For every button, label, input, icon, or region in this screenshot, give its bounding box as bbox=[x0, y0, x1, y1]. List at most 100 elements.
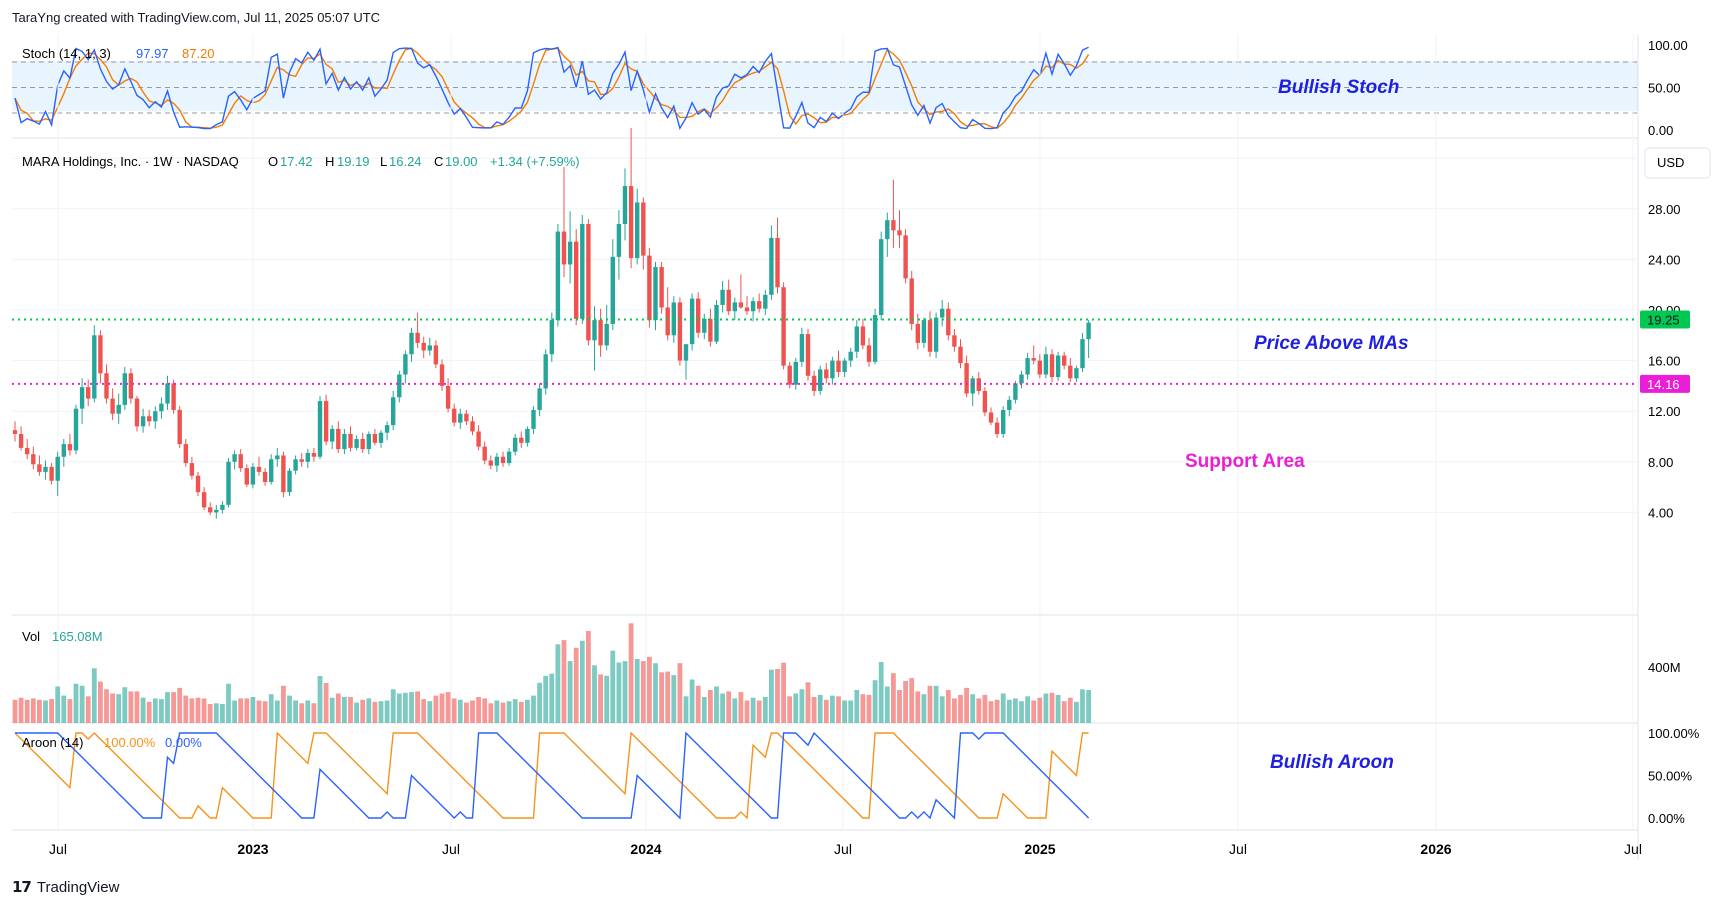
candle-body bbox=[946, 308, 951, 336]
aroon-up-value: 100.00% bbox=[104, 735, 156, 750]
volume-bar bbox=[1031, 700, 1037, 723]
candle-body bbox=[543, 354, 548, 389]
price-tick: 4.00 bbox=[1648, 505, 1673, 520]
volume-bar bbox=[659, 672, 664, 723]
candle-body bbox=[397, 374, 402, 398]
candle-body bbox=[927, 320, 933, 352]
candle-body bbox=[452, 408, 457, 423]
candle-body bbox=[787, 365, 792, 385]
candle-body bbox=[208, 507, 213, 513]
volume-bar bbox=[799, 689, 805, 723]
volume-bar bbox=[622, 661, 628, 723]
price-tick: 16.00 bbox=[1648, 354, 1681, 369]
candle-body bbox=[104, 373, 109, 399]
candle-body bbox=[555, 231, 561, 321]
volume-bar bbox=[689, 679, 695, 723]
volume-bar bbox=[579, 640, 585, 723]
candle-body bbox=[665, 307, 670, 336]
aroon-annotation: Bullish Aroon bbox=[1270, 752, 1394, 773]
volume-bar bbox=[720, 693, 725, 723]
candle-body bbox=[897, 230, 902, 236]
candle-body bbox=[750, 301, 756, 312]
volume-bar bbox=[854, 690, 860, 723]
candle-body bbox=[348, 433, 353, 448]
candle-body bbox=[574, 241, 579, 319]
volume-bar bbox=[634, 659, 640, 723]
volume-bar bbox=[976, 698, 982, 723]
aroon-down-line bbox=[15, 731, 1090, 820]
volume-bar bbox=[616, 662, 622, 723]
volume-bar bbox=[128, 691, 134, 723]
volume-bar bbox=[586, 631, 591, 723]
candle-body bbox=[872, 315, 878, 362]
volume-bar bbox=[43, 700, 48, 723]
volume-bar bbox=[543, 675, 549, 723]
volume-bar bbox=[726, 691, 732, 723]
volume-bar bbox=[537, 682, 542, 723]
candle-body bbox=[37, 464, 42, 472]
candle-body bbox=[519, 437, 524, 443]
stoch-tick: 0.00 bbox=[1648, 123, 1673, 138]
candle-body bbox=[610, 256, 615, 324]
candle-body bbox=[915, 323, 920, 343]
volume-bar bbox=[531, 695, 536, 723]
low-label: L bbox=[380, 154, 387, 169]
candle-body bbox=[811, 375, 817, 391]
candle-body bbox=[738, 302, 744, 308]
volume-bar bbox=[952, 698, 957, 723]
footer-brand[interactable]: TradingView bbox=[36, 878, 120, 896]
volume-bar bbox=[73, 683, 79, 723]
volume-bar bbox=[817, 694, 823, 723]
candle-body bbox=[1055, 355, 1061, 378]
candle-body bbox=[256, 466, 262, 472]
candle-body bbox=[488, 460, 493, 466]
close-value: 19.00 bbox=[445, 154, 478, 169]
candle-body bbox=[134, 398, 140, 427]
candle-body bbox=[342, 433, 347, 450]
candle-body bbox=[79, 387, 85, 409]
candle-body bbox=[1013, 383, 1018, 400]
volume-bar bbox=[573, 647, 579, 723]
volume-bar bbox=[323, 683, 329, 723]
candle-body bbox=[659, 266, 664, 308]
volume-bar bbox=[384, 700, 390, 723]
candle-body bbox=[55, 456, 60, 481]
candle-body bbox=[891, 220, 896, 231]
volume-bar bbox=[1074, 701, 1079, 723]
volume-bar bbox=[1000, 693, 1006, 723]
volume-bar bbox=[567, 661, 573, 723]
candle-body bbox=[818, 369, 823, 391]
volume-bar bbox=[396, 693, 402, 723]
tradingview-logo-icon: 𝟭𝟳 bbox=[12, 879, 32, 896]
volume-bar bbox=[61, 695, 67, 723]
volume-bar bbox=[232, 700, 237, 723]
volume-bar bbox=[1025, 696, 1030, 723]
candle-body bbox=[635, 202, 640, 259]
currency-button[interactable] bbox=[1644, 147, 1711, 179]
candle-body bbox=[964, 363, 969, 394]
volume-bar bbox=[220, 704, 225, 723]
candle-body bbox=[1037, 360, 1042, 375]
candle-body bbox=[769, 237, 774, 295]
volume-bar bbox=[299, 703, 305, 723]
volume-bar bbox=[470, 700, 475, 723]
candle-body bbox=[537, 388, 542, 410]
candle-body bbox=[860, 326, 866, 346]
candle-body bbox=[92, 335, 97, 399]
volume-bar bbox=[281, 685, 286, 723]
volume-value: 165.08M bbox=[52, 629, 103, 644]
volume-bar bbox=[348, 697, 353, 723]
candle-body bbox=[1043, 354, 1049, 375]
time-tick: 2023 bbox=[237, 841, 268, 857]
candle-body bbox=[439, 364, 445, 386]
candle-body bbox=[18, 433, 24, 448]
volume-bar bbox=[677, 663, 683, 723]
candle-body bbox=[854, 326, 859, 352]
candle-body bbox=[262, 471, 268, 483]
candle-body bbox=[879, 239, 884, 316]
support-price-tag bbox=[1640, 374, 1690, 393]
candle-body bbox=[409, 332, 414, 355]
volume-bar bbox=[842, 700, 847, 723]
close-label: C bbox=[434, 154, 443, 169]
